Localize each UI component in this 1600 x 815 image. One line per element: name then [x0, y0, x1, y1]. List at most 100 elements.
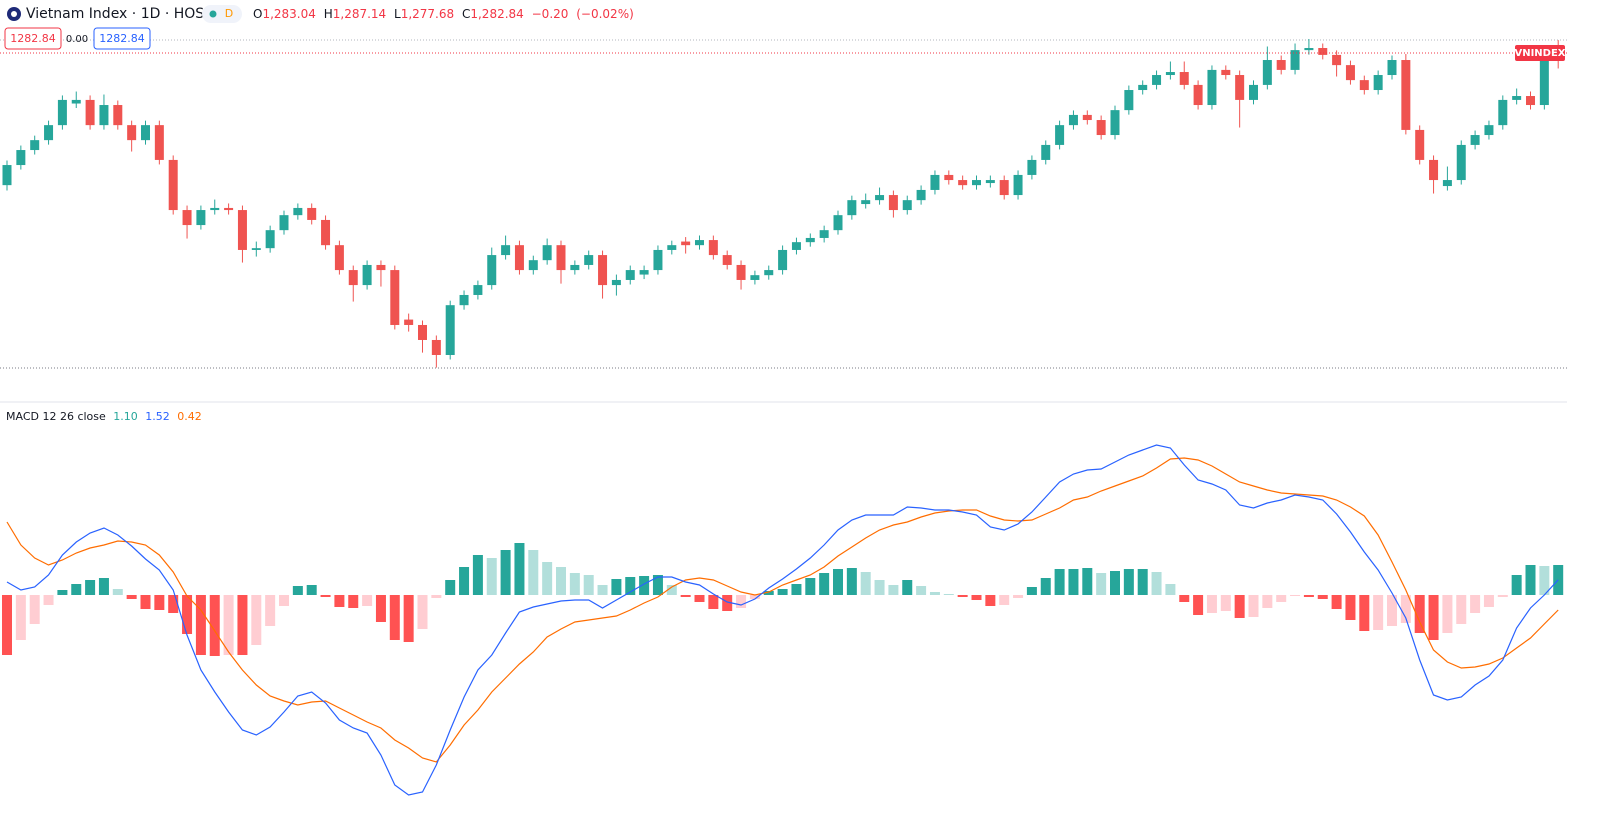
candle-body: [542, 245, 552, 261]
candle-body: [791, 242, 801, 250]
candle-body: [1027, 159, 1037, 175]
candle-body: [1512, 96, 1522, 100]
candle-body: [1401, 60, 1411, 130]
histogram-bar: [1110, 571, 1120, 595]
candle-body: [279, 215, 289, 231]
histogram-bar: [195, 595, 206, 655]
candle-body: [501, 245, 511, 256]
ohlc-key: H: [324, 7, 333, 21]
histogram-bar: [320, 595, 331, 597]
candle-body: [141, 125, 150, 141]
histogram-bar: [1483, 595, 1494, 607]
candle-body: [1235, 75, 1245, 100]
symbol-tag-bg: [1515, 44, 1565, 61]
candle-body: [348, 270, 358, 286]
candle-body: [819, 230, 829, 238]
histogram-bar: [943, 594, 954, 595]
candle-body: [1526, 96, 1535, 106]
histogram-bar: [1456, 595, 1467, 624]
candle-body: [85, 99, 95, 126]
ohlc-value: 1,282.84: [470, 7, 523, 21]
histogram-bar: [929, 592, 940, 595]
candle-body: [985, 180, 995, 184]
candle-body: [307, 207, 317, 220]
candle-body: [251, 248, 261, 250]
candle-body: [1470, 135, 1480, 145]
histogram-bar: [1276, 595, 1287, 602]
candle-body: [1041, 144, 1051, 160]
histogram-bar: [1220, 595, 1231, 611]
buy-box[interactable]: [93, 27, 151, 50]
candle-body: [418, 324, 427, 340]
histogram-bar: [916, 586, 927, 595]
histogram-bar: [791, 584, 802, 595]
histogram-bar: [694, 595, 705, 602]
candle-body: [1276, 60, 1286, 70]
candle-body: [778, 249, 788, 271]
candle-body: [1138, 84, 1148, 91]
histogram-bar: [833, 569, 843, 595]
histogram-bar: [1539, 566, 1550, 595]
status-pill[interactable]: [202, 5, 242, 23]
candle-body: [861, 200, 871, 205]
candle-body: [487, 255, 497, 286]
candle-body: [639, 270, 649, 275]
candle-body: [1415, 129, 1425, 160]
status-dot: [209, 10, 217, 18]
histogram-bar: [569, 573, 580, 595]
candle-body: [805, 237, 815, 243]
histogram-bar: [819, 573, 830, 595]
candle-body: [570, 264, 580, 271]
histogram-bar: [777, 589, 788, 595]
histogram-bar: [223, 595, 234, 655]
histogram-bar: [1400, 595, 1411, 623]
histogram-bar: [846, 568, 857, 595]
candle-body: [1332, 54, 1342, 66]
ohlc-key: O: [253, 7, 262, 21]
histogram-bar: [71, 584, 82, 595]
candle-body: [528, 260, 538, 271]
change-percent: (−0.02%): [576, 7, 634, 21]
histogram-bar: [722, 595, 733, 611]
ohlc-value: 1,277.68: [401, 7, 454, 21]
histogram-bar: [888, 585, 899, 595]
candle-body: [902, 200, 912, 211]
histogram-bar: [1137, 569, 1148, 595]
histogram-bar: [1470, 595, 1481, 613]
ohlc-value: 1,283.04: [262, 7, 315, 21]
candle-body: [168, 159, 178, 211]
candle-body: [930, 174, 940, 190]
candle-body: [293, 207, 303, 216]
candle-body: [362, 264, 372, 286]
histogram-bar: [126, 595, 137, 599]
marks: VNINDEX: [0, 39, 1567, 796]
histogram-bar: [459, 567, 470, 595]
candle-body: [210, 207, 220, 211]
histogram-bar: [985, 595, 996, 606]
histogram-bar: [971, 595, 982, 600]
histogram-bar: [957, 595, 968, 597]
candle-body: [1165, 72, 1175, 76]
histogram-bar: [445, 580, 456, 595]
candle-body: [334, 245, 344, 271]
histogram-bar: [1290, 595, 1301, 596]
ohlc-legend: O1,283.04 H1,287.14 L1,277.68 C1,282.84 …: [253, 7, 634, 21]
candle-body: [30, 140, 40, 151]
histogram-bar: [1123, 569, 1134, 595]
candle-body: [1110, 110, 1120, 136]
candle-body: [1179, 72, 1189, 85]
ohlc-value: 1,287.14: [333, 7, 386, 21]
symbol-icon: [11, 11, 17, 17]
histogram-bar: [902, 580, 913, 595]
histogram-bar: [556, 567, 566, 595]
ohlc-key: L: [394, 7, 401, 21]
candle-body: [321, 219, 331, 246]
candle-body: [265, 230, 275, 249]
sell-box[interactable]: [4, 27, 62, 50]
candle-body: [1345, 65, 1355, 81]
candle-body: [1373, 75, 1383, 91]
candle-body: [473, 285, 483, 295]
histogram-bar: [1082, 568, 1093, 595]
macd-histogram-value: 1.10: [113, 410, 138, 423]
candle-body: [57, 99, 67, 126]
